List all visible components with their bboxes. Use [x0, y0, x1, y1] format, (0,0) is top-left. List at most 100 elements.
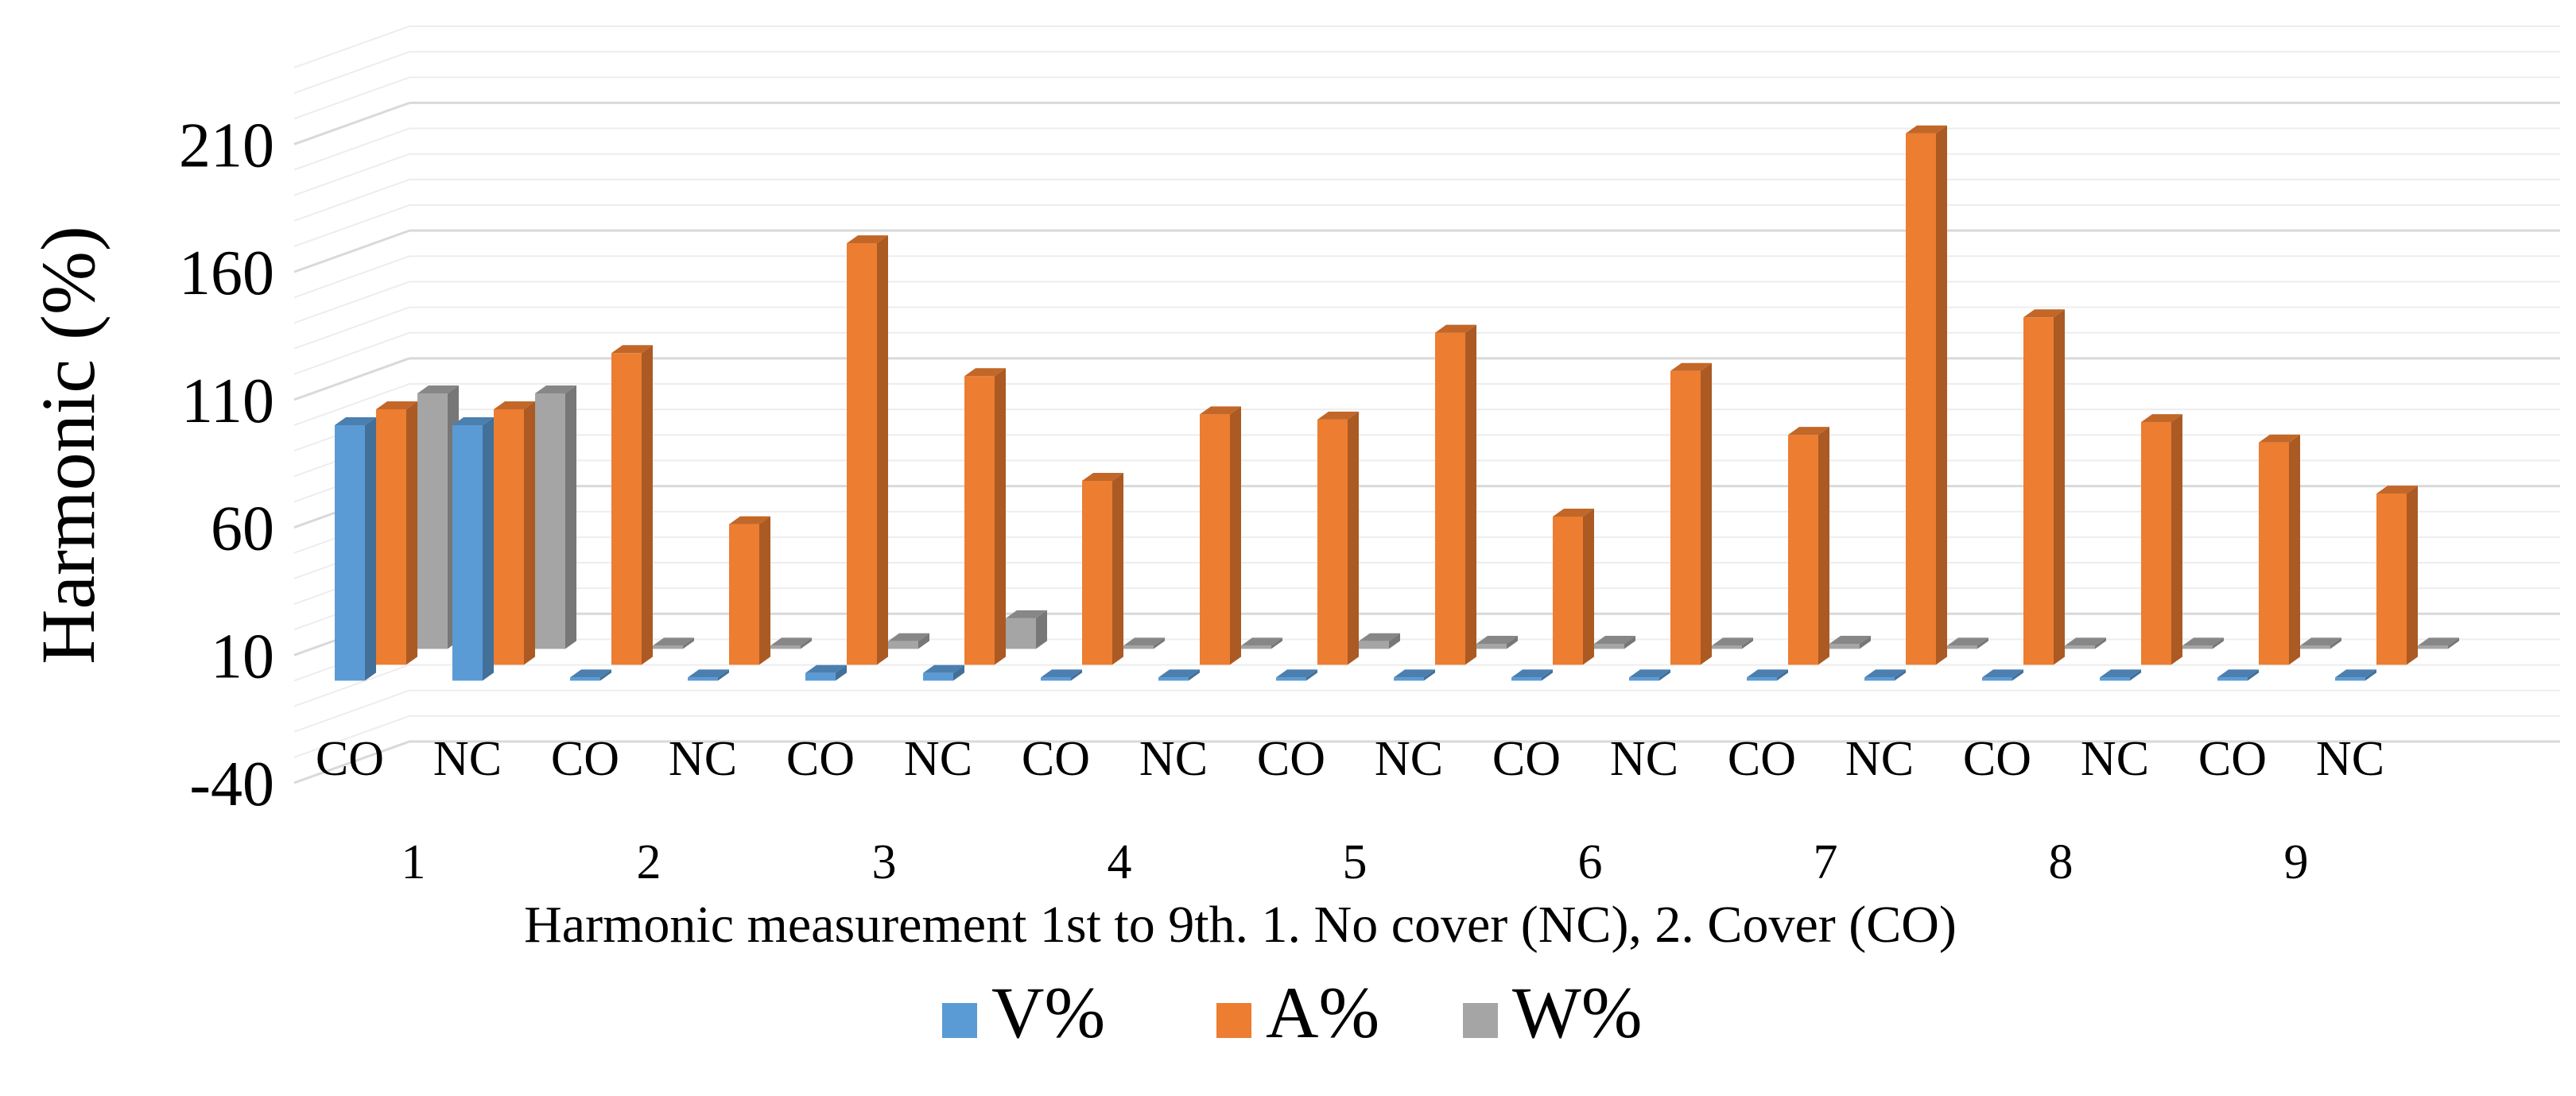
bar-front [1864, 677, 1895, 681]
bar [611, 345, 653, 665]
bar-top [494, 401, 535, 409]
gridline-side [293, 76, 410, 120]
bar-front [1712, 645, 1742, 649]
bar-side [1230, 406, 1241, 665]
legend-label: W% [1512, 972, 1642, 1053]
bar-side [2330, 637, 2341, 649]
bar [805, 664, 847, 681]
bar [1123, 637, 1165, 649]
bar-front [2141, 422, 2171, 665]
gridline-side [293, 102, 410, 145]
bar-side [683, 637, 694, 649]
bar [888, 633, 929, 649]
gridline-side [293, 255, 410, 299]
group-label: 9 [2284, 835, 2309, 889]
bar [535, 385, 576, 649]
bar-side [2171, 414, 2182, 665]
gridline-side [293, 664, 410, 707]
gridline-side [293, 127, 410, 171]
bar-front [2065, 645, 2095, 649]
bar-front [1788, 435, 1818, 665]
group-label: 1 [402, 835, 426, 889]
x-axis-title: Harmonic measurement 1st to 9th. 1. No c… [524, 896, 1957, 954]
gridline-side [293, 740, 410, 784]
bar-side [1154, 637, 1165, 649]
bar [2335, 669, 2376, 681]
category-label: NC [1845, 732, 1914, 786]
bar-top [2300, 637, 2341, 646]
bar [1629, 669, 1670, 681]
bar [1864, 669, 1906, 681]
bar-side [836, 664, 847, 681]
bar-side [600, 669, 611, 681]
bar-front [729, 524, 759, 665]
bar-side [2289, 434, 2300, 665]
bar-top [1435, 324, 1476, 333]
bar [2182, 637, 2224, 649]
bar-side [2130, 669, 2141, 681]
bar [2100, 669, 2141, 681]
bar [2418, 637, 2459, 649]
bar-top [1394, 669, 1435, 678]
bar-side [801, 637, 812, 649]
bar-side [1036, 610, 1047, 649]
category-label: CO [2198, 732, 2267, 786]
bar [1241, 637, 1282, 649]
category-label: NC [2081, 732, 2149, 786]
bar [770, 637, 812, 649]
bar-front [1476, 644, 1507, 649]
legend-item: V% [942, 972, 1105, 1053]
bar-front [2376, 494, 2407, 665]
bar-front [1200, 414, 1230, 665]
bar-top [1317, 411, 1359, 420]
bar [1394, 669, 1435, 681]
bar [570, 669, 611, 681]
bar [1712, 637, 1753, 649]
legend-swatch [942, 1003, 977, 1038]
category-label: CO [551, 732, 619, 786]
y-tick-label: 210 [179, 110, 274, 180]
bar [1747, 669, 1788, 681]
bar [1476, 636, 1518, 649]
bar-side [2365, 669, 2376, 681]
bar [1276, 669, 1317, 681]
gridline-side [293, 306, 410, 350]
bar-side [2248, 669, 2259, 681]
gridline-side [293, 204, 410, 247]
category-label: NC [669, 732, 737, 786]
bar [1359, 633, 1400, 649]
bar-front [1553, 517, 1583, 665]
bar-top [611, 345, 653, 354]
bar-side [1306, 669, 1317, 681]
y-tick-label: 10 [211, 622, 274, 691]
bar-side [1507, 636, 1518, 649]
bar-top [1041, 669, 1082, 678]
bar-front [923, 672, 953, 681]
bar-front [452, 425, 483, 681]
bar-side [1742, 637, 1753, 649]
y-tick-label: 60 [211, 494, 274, 564]
category-label: CO [1257, 732, 1325, 786]
group-label: 3 [872, 835, 897, 889]
category-label: CO [1728, 732, 1796, 786]
group-label: 4 [1108, 835, 1132, 889]
bar-top [1712, 637, 1753, 646]
legend-swatch [1216, 1003, 1251, 1038]
bar [688, 669, 729, 681]
bar [847, 235, 888, 665]
bar-front [1082, 481, 1112, 665]
bar-front [1317, 419, 1348, 665]
bar-side [953, 664, 964, 681]
bar-top [805, 664, 847, 673]
bar-front [653, 645, 683, 649]
labels-layer: -40 10 60 110 160 210 CO NC CO NC CO NC CO NC CO NC CO NC… [179, 110, 2384, 889]
bar [1670, 362, 1712, 665]
bar-top [688, 669, 729, 678]
bar-front [417, 393, 448, 649]
bar-side [1818, 427, 1829, 665]
bar-top [1511, 669, 1553, 678]
bar-front [2300, 645, 2330, 649]
bar [2217, 669, 2259, 681]
bar-side [1542, 669, 1553, 681]
